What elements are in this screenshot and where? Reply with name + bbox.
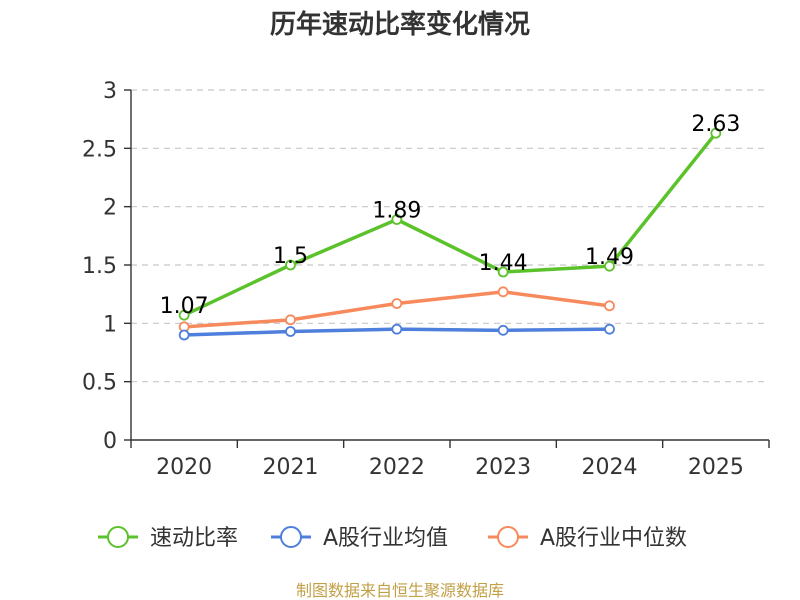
x-tick-label-2025: 2025: [688, 455, 744, 480]
series-line-0: [183, 132, 718, 317]
legend-item-2[interactable]: A股行业中位数: [488, 526, 687, 551]
y-tick-label-3: 1.5: [82, 254, 117, 279]
legend-marker-2: [497, 526, 519, 548]
data-label-2021: 1.5: [273, 244, 308, 269]
point-1-2023: [497, 324, 509, 336]
x-tick-label-2021: 2021: [263, 455, 319, 480]
series-layer: [178, 127, 722, 341]
point-2-2023: [497, 286, 509, 298]
point-1-2021: [285, 326, 296, 337]
grid-lines: [131, 89, 769, 383]
point-0-2022: [391, 214, 403, 225]
y-tick-label-4: 2: [103, 196, 117, 221]
data-label-2022: 1.89: [372, 199, 421, 224]
x-tick-label-2024: 2024: [582, 455, 638, 480]
source-note: 制图数据来自恒生聚源数据库: [296, 581, 504, 600]
point-2-2024: [604, 300, 615, 312]
data-label-2020: 1.07: [160, 294, 209, 319]
point-1-2024: [604, 323, 615, 335]
legend-label-0: 速动比率: [150, 526, 238, 551]
legend-label-1: A股行业均值: [323, 526, 448, 551]
chart-title: 历年速动比率变化情况: [270, 9, 530, 40]
legend-item-0[interactable]: 速动比率: [98, 526, 238, 551]
data-label-2024: 1.49: [585, 245, 634, 270]
x-tick-label-2023: 2023: [475, 455, 531, 480]
legend-item-1[interactable]: A股行业均值: [271, 526, 448, 551]
data-label-2023: 1.44: [479, 251, 528, 276]
y-tick-label-0: 0: [103, 429, 117, 454]
y-tick-label-5: 2.5: [82, 137, 117, 162]
series-line-2: [184, 290, 610, 329]
x-tick-label-2022: 2022: [369, 455, 425, 480]
legend-label-2: A股行业中位数: [540, 526, 687, 551]
point-1-2022: [391, 323, 403, 335]
point-1-2020: [178, 329, 190, 341]
point-0-2021: [285, 259, 296, 271]
data-labels: 1.07 1.5 1.89 1.44 1.49 2.63: [160, 112, 741, 319]
point-0-2023: [497, 266, 509, 278]
data-label-2025: 2.63: [691, 112, 740, 137]
legend[interactable]: 速动比率 A股行业均值 A股行业中位数: [98, 526, 687, 551]
legend-marker-1: [280, 526, 302, 548]
point-2-2021: [285, 314, 296, 326]
point-0-2020: [178, 309, 190, 321]
point-0-2025: [710, 127, 722, 139]
legend-marker-0: [107, 526, 129, 548]
y-tick-label-1: 0.5: [82, 371, 117, 396]
y-tick-label-2: 1: [103, 312, 117, 337]
axes: 0 0.5 1 1.5 2 2.5 3 2020 2021 2022 2023 2024 2025: [82, 79, 770, 480]
point-0-2024: [604, 260, 615, 272]
y-tick-label-6: 3: [103, 79, 117, 104]
point-2-2022: [391, 298, 403, 309]
x-tick-label-2020: 2020: [156, 455, 212, 480]
